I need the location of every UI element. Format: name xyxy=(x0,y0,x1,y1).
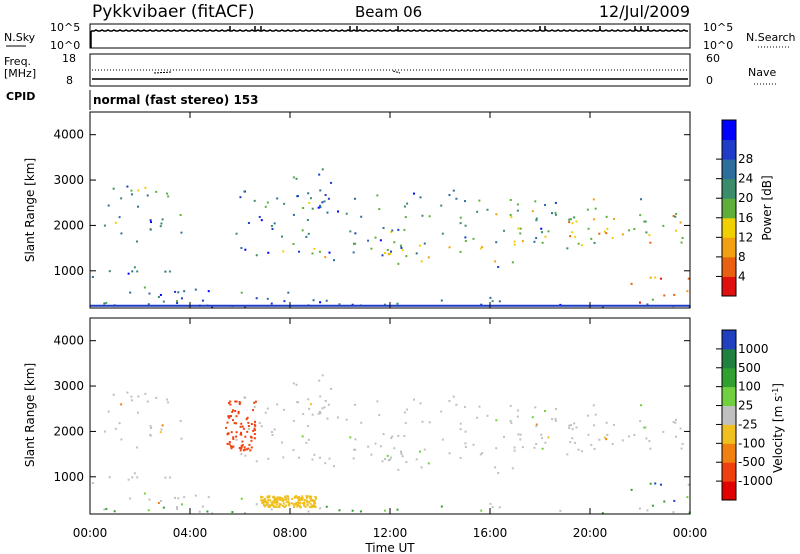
velocity-cbar-label-close: ] xyxy=(771,383,785,388)
colorbar-tick-label: 28 xyxy=(738,152,753,166)
colorbar-swatch xyxy=(722,120,736,141)
velocity-cbar-label-unit: [m s xyxy=(771,396,785,422)
freq-panel: Freq. [MHz] 18 8 60 0 Nave xyxy=(4,52,776,87)
freq-unit-label: [MHz] xyxy=(4,67,36,80)
colorbar-swatch xyxy=(722,462,736,482)
noise-search-label: N.Search xyxy=(746,31,796,44)
colorbar-swatch xyxy=(722,178,736,199)
y-tick-label: 2000 xyxy=(53,218,84,232)
colorbar-swatch xyxy=(722,237,736,258)
noise-right-tick-bottom: 10^0 xyxy=(703,39,733,52)
noise-sky-label: N.Sky xyxy=(4,31,36,44)
colorbar-tick-label: 4 xyxy=(738,269,746,283)
colorbar-tick-label: -500 xyxy=(738,455,765,469)
colorbar-swatch xyxy=(722,424,736,444)
beam-title: Beam 06 xyxy=(355,3,422,21)
colorbar-tick-label: 500 xyxy=(738,361,761,375)
x-tick-label: 08:00 xyxy=(273,526,308,540)
colorbar-swatch xyxy=(722,276,736,297)
velocity-y-axis: 1000 2000 3000 4000 xyxy=(53,334,690,484)
y-tick-label: 3000 xyxy=(53,379,84,393)
freq-left-tick-top: 18 xyxy=(62,52,76,65)
y-tick-label: 2000 xyxy=(53,424,84,438)
power-cbar-label: Power [dB] xyxy=(760,175,774,240)
velocity-heatmap xyxy=(91,374,691,515)
freq-scatter xyxy=(153,70,401,74)
freq-label: Freq. xyxy=(4,55,31,68)
station-title: Pykkvibaer (fitACF) xyxy=(92,2,254,22)
colorbar-tick-label: 16 xyxy=(738,211,753,225)
freq-right-tick-bottom: 0 xyxy=(706,74,713,87)
colorbar-swatch xyxy=(722,256,736,277)
velocity-panel: 1000 2000 3000 4000 Slant Range [km] 1000 50… xyxy=(23,317,785,515)
y-tick-label: 4000 xyxy=(53,128,84,142)
colorbar-tick-label: 25 xyxy=(738,399,753,413)
colorbar-tick-label: -25 xyxy=(738,417,758,431)
time-axis: 00:00 04:00 08:00 12:00 16:00 20:00 00:00 xyxy=(73,112,708,540)
velocity-cbar-label: Velocity [m s-1] xyxy=(771,383,785,473)
colorbar-swatch xyxy=(722,405,736,425)
colorbar-tick-label: -1000 xyxy=(738,474,773,488)
noise-panel: N.Sky 10^5 10^0 10^5 10^0 N.Search xyxy=(4,21,796,52)
power-heatmap xyxy=(90,168,691,309)
freq-right-tick-top: 60 xyxy=(706,52,720,65)
cpid-label: CPID xyxy=(6,90,35,103)
noise-left-tick-bottom: 10^0 xyxy=(50,39,80,52)
freq-left-tick-bottom: 8 xyxy=(66,74,73,87)
colorbar-tick-label: 100 xyxy=(738,380,761,394)
noise-right-tick-top: 10^5 xyxy=(703,21,733,34)
y-tick-label: 1000 xyxy=(53,264,84,278)
colorbar-tick-label: 1000 xyxy=(738,342,769,356)
x-tick-label: 16:00 xyxy=(473,526,508,540)
colorbar-tick-label: 12 xyxy=(738,230,753,244)
x-tick-label: 20:00 xyxy=(573,526,608,540)
colorbar-tick-label: 20 xyxy=(738,191,753,205)
x-tick-label: 00:00 xyxy=(73,526,108,540)
noise-left-tick-top: 10^5 xyxy=(50,21,80,34)
velocity-cbar-label-exp: -1 xyxy=(771,388,780,396)
y-tick-label: 1000 xyxy=(53,470,84,484)
colorbar-swatch xyxy=(722,139,736,160)
x-tick-label: 04:00 xyxy=(173,526,208,540)
power-panel: 1000 2000 3000 4000 Slant Range [km] 4 8 12 16… xyxy=(23,111,774,309)
power-y-axis: 1000 2000 3000 4000 xyxy=(53,128,690,278)
x-tick-label: 12:00 xyxy=(373,526,408,540)
velocity-colorbar: 1000 500 100 25 -25 -100 -500 -1000 xyxy=(716,329,773,501)
colorbar-swatch xyxy=(722,198,736,219)
time-axis-label: Time UT xyxy=(364,541,415,554)
colorbar-swatch xyxy=(722,367,736,388)
colorbar-swatch xyxy=(722,386,736,407)
colorbar-swatch xyxy=(722,330,736,350)
power-ylabel: Slant Range [km] xyxy=(23,158,37,262)
date-title: 12/Jul/2009 xyxy=(599,2,690,21)
y-tick-label: 3000 xyxy=(53,173,84,187)
colorbar-swatch xyxy=(722,443,736,463)
velocity-cbar-label-main: Velocity xyxy=(771,426,785,473)
velocity-ylabel: Slant Range [km] xyxy=(23,363,37,467)
power-colorbar: 4 8 12 16 20 24 28 xyxy=(716,119,753,297)
colorbar-swatch xyxy=(722,217,736,238)
nave-label: Nave xyxy=(748,66,776,79)
colorbar-swatch xyxy=(722,348,736,369)
colorbar-swatch xyxy=(722,159,736,180)
colorbar-tick-label: -100 xyxy=(738,436,765,450)
colorbar-swatch xyxy=(722,481,736,501)
cpid-value: normal (fast stereo) 153 xyxy=(93,93,259,107)
x-tick-label: 00:00 xyxy=(673,526,708,540)
y-tick-label: 4000 xyxy=(53,334,84,348)
noise-trace xyxy=(90,26,688,48)
colorbar-tick-label: 24 xyxy=(738,172,753,186)
colorbar-tick-label: 8 xyxy=(738,250,746,264)
